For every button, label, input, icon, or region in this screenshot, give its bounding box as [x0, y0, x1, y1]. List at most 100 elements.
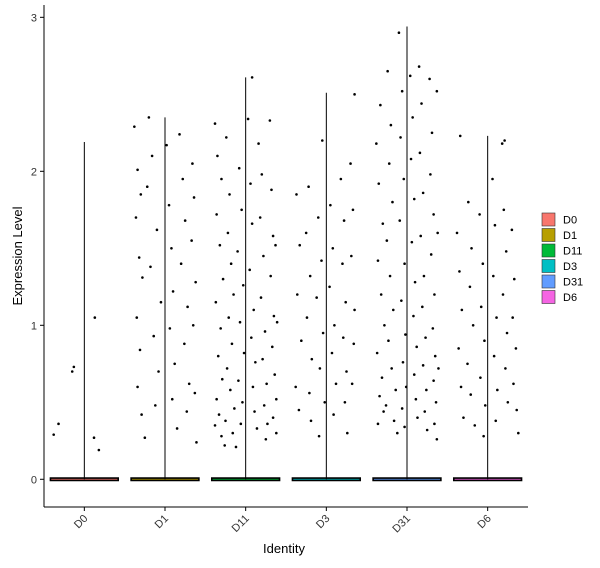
data-point-d3	[328, 285, 331, 289]
data-point-d6	[500, 142, 504, 145]
data-point-d3	[346, 431, 349, 435]
data-point-d11	[262, 254, 265, 258]
data-point-d6	[504, 250, 508, 253]
data-point-d31	[430, 131, 434, 135]
y-axis-ticks: 0 1 2 3	[31, 12, 44, 486]
data-point-d3	[343, 400, 347, 404]
data-point-d31	[414, 397, 418, 401]
data-point-d0	[97, 448, 101, 452]
data-point-d31	[400, 299, 403, 302]
data-point-d1	[191, 162, 194, 165]
data-point-d1	[168, 327, 172, 330]
data-point-d11	[254, 360, 257, 364]
data-point-d3	[349, 162, 352, 165]
data-point-d11	[271, 234, 275, 238]
data-point-d31	[390, 367, 393, 370]
data-point-d31	[423, 410, 427, 413]
data-point-d11	[214, 300, 218, 304]
data-point-d11	[249, 182, 252, 185]
x-tick-label-d11: D11	[230, 513, 252, 535]
data-point-d6	[467, 200, 470, 204]
data-point-d1	[150, 154, 154, 158]
data-point-d31	[422, 274, 426, 278]
data-point-d11	[240, 208, 243, 212]
data-point-d6	[512, 277, 516, 281]
legend-swatch-d11	[541, 243, 556, 258]
data-point-d1	[183, 342, 186, 346]
data-point-d11	[213, 424, 217, 427]
data-point-d31	[412, 373, 416, 376]
plot-panel	[49, 26, 523, 482]
data-point-d0	[92, 436, 96, 440]
data-point-d11	[275, 320, 279, 324]
data-point-d31	[380, 376, 384, 379]
data-point-d11	[269, 274, 272, 278]
data-point-d31	[381, 222, 385, 225]
data-point-d11	[250, 222, 254, 225]
data-point-d31	[433, 293, 436, 296]
data-point-d1	[136, 385, 139, 389]
data-point-d6	[483, 404, 487, 407]
data-point-d0	[70, 370, 74, 373]
data-point-d11	[234, 445, 238, 449]
legend-label-d3: D3	[563, 261, 577, 273]
violin-base-d11	[210, 477, 281, 482]
data-point-d31	[387, 339, 390, 342]
data-point-d6	[503, 139, 506, 142]
data-point-d6	[462, 416, 465, 419]
data-point-d1	[152, 334, 156, 338]
data-point-d6	[515, 408, 519, 412]
data-point-d6	[482, 434, 485, 438]
data-point-d11	[265, 382, 268, 386]
data-point-d31	[428, 77, 431, 81]
data-point-d11	[242, 351, 246, 355]
data-point-d1	[134, 216, 138, 219]
legend-swatch-d6	[541, 290, 556, 304]
data-point-d1	[140, 413, 143, 416]
data-point-d1	[170, 397, 174, 401]
data-point-d31	[429, 253, 433, 256]
data-point-d11	[237, 166, 241, 170]
data-point-d11	[272, 314, 276, 318]
data-point-d6	[492, 354, 496, 358]
data-point-d31	[379, 103, 382, 107]
data-point-d6	[493, 223, 497, 227]
data-point-d6	[496, 388, 499, 392]
data-point-d3	[317, 434, 321, 438]
data-point-d1	[141, 276, 144, 279]
data-point-d11	[236, 250, 239, 253]
data-point-d3	[333, 323, 336, 327]
data-point-d31	[420, 102, 423, 105]
data-point-d1	[171, 290, 175, 293]
data-point-d31	[425, 428, 429, 432]
data-point-d31	[397, 31, 401, 35]
data-point-d3	[309, 419, 313, 423]
legend-label-d6: D6	[563, 292, 577, 304]
data-point-d3	[297, 408, 301, 412]
data-point-d31	[409, 157, 413, 161]
data-point-d0	[72, 365, 76, 369]
data-point-d11	[225, 136, 228, 139]
data-point-d11	[233, 407, 236, 410]
data-point-d31	[398, 219, 402, 222]
data-point-d1	[159, 300, 163, 304]
data-point-d6	[494, 419, 498, 423]
data-point-d31	[408, 74, 412, 78]
data-point-d1	[139, 193, 143, 196]
data-point-d3	[321, 331, 325, 335]
data-point-d31	[401, 360, 405, 364]
data-point-d3	[300, 339, 303, 342]
data-point-d11	[221, 277, 225, 281]
violin-base-d0	[49, 477, 120, 482]
data-point-d11	[218, 243, 222, 247]
data-point-d11	[237, 379, 240, 383]
data-point-d0	[93, 316, 97, 319]
data-point-d11	[258, 216, 262, 219]
data-point-d6	[514, 347, 518, 350]
data-point-d11	[226, 231, 230, 235]
y-axis-title: Expression Level	[10, 206, 25, 305]
data-point-d11	[255, 427, 259, 430]
data-point-d6	[479, 376, 482, 379]
data-point-d11	[241, 283, 245, 287]
data-point-d31	[399, 136, 402, 139]
